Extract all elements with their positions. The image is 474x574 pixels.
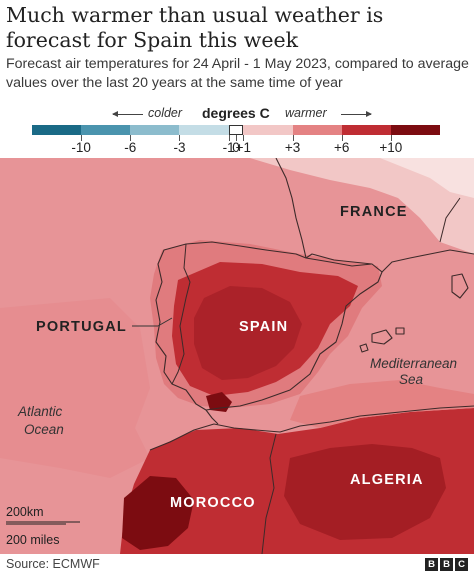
legend-color-bar: [32, 125, 440, 135]
legend-swatch: [292, 125, 342, 135]
legend-colder-label: colder: [148, 106, 183, 120]
legend-tick-label: +1: [235, 140, 252, 155]
legend-unit-label: degrees C: [202, 105, 270, 121]
legend-tick: [236, 135, 237, 141]
legend-tick-label: +6: [333, 140, 350, 155]
map-svg: FRANCE PORTUGAL SPAIN MOROCCO ALGERIA Me…: [0, 158, 474, 554]
bbc-logo-letter: B: [425, 558, 438, 571]
legend-swatch: [341, 125, 391, 135]
legend-tick: [130, 135, 132, 141]
morocco-hotspot: [122, 476, 194, 550]
atlantic-mid-band: [0, 298, 150, 478]
bbc-logo: B B C: [425, 558, 468, 571]
label-france: FRANCE: [340, 204, 408, 220]
colder-arrow-icon: [112, 111, 143, 117]
chart-title: Much warmer than usual weather is foreca…: [6, 3, 384, 52]
legend-swatch: [243, 125, 293, 135]
temperature-anomaly-map: FRANCE PORTUGAL SPAIN MOROCCO ALGERIA Me…: [0, 158, 474, 554]
legend-warmer-label: warmer: [285, 106, 327, 120]
label-mediterranean-line2: Sea: [399, 372, 424, 387]
legend-tick: [243, 135, 245, 141]
portugal-leader-line-2: [157, 317, 173, 327]
pale-region-north: [250, 158, 474, 254]
legend-tick: [341, 135, 343, 141]
algeria-dark-zone: [284, 444, 446, 540]
source-text: Source: ECMWF: [6, 557, 100, 571]
mediterranean-mid-band: [290, 380, 474, 428]
footer: Source: ECMWF B B C: [0, 554, 474, 574]
legend-ticks: [0, 135, 474, 143]
label-portugal: PORTUGAL: [36, 319, 127, 335]
legend-tick-labels: -10 -6 -3 -1 0 +1 +3 +6 +10: [0, 140, 474, 156]
legend-header: colder degrees C warmer: [0, 105, 474, 124]
legend-tick-label: -3: [173, 140, 186, 155]
scale-miles-label: 200 miles: [6, 533, 60, 547]
bbc-logo-letter: C: [455, 558, 468, 571]
label-morocco: MOROCCO: [170, 495, 256, 511]
legend-tick-label: +3: [284, 140, 301, 155]
legend-swatch: [228, 125, 244, 135]
legend-tick: [292, 135, 294, 141]
chart-subtitle: Forecast air temperatures for 24 April -…: [6, 56, 469, 91]
label-spain: SPAIN: [239, 319, 288, 335]
legend-swatch: [390, 125, 440, 135]
scale-km-label: 200km: [6, 505, 44, 519]
coastlines: [149, 158, 474, 451]
pale-region-alps: [380, 158, 474, 198]
label-atlantic-line1: Atlantic: [17, 404, 63, 419]
legend-tick-label: -6: [124, 140, 137, 155]
legend-tick-label: +10: [379, 140, 403, 155]
warmer-arrow-icon: [341, 111, 372, 117]
label-mediterranean-line1: Mediterranean: [370, 356, 457, 371]
legend-tick-label: 0: [232, 140, 240, 155]
legend-swatch: [81, 125, 131, 135]
legend-tick: [390, 135, 392, 141]
legend-swatch: [32, 125, 82, 135]
legend-swatch: [179, 125, 229, 135]
country-borders: [171, 197, 461, 554]
label-algeria: ALGERIA: [350, 472, 424, 488]
label-atlantic-line2: Ocean: [24, 422, 64, 437]
bbc-logo-letter: B: [440, 558, 453, 571]
legend-tick: [228, 135, 230, 141]
legend-tick-label: -1: [222, 140, 235, 155]
legend-tick-label: -10: [71, 140, 91, 155]
legend-tick: [81, 135, 83, 141]
legend-tick: [179, 135, 181, 141]
iberia-dark-core: [194, 286, 302, 380]
legend-swatch: [130, 125, 180, 135]
